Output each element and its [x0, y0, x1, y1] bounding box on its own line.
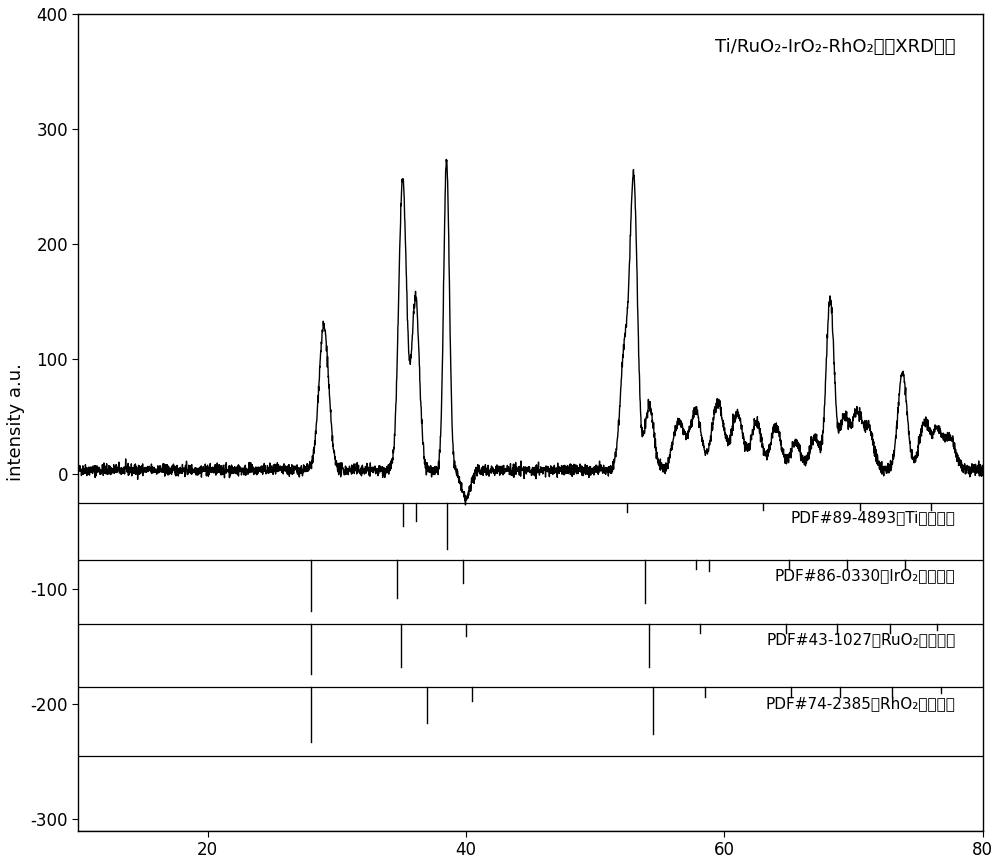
Y-axis label: intensity a.u.: intensity a.u.: [7, 364, 25, 481]
Text: PDF#86-0330，IrO₂标准卡片: PDF#86-0330，IrO₂标准卡片: [775, 569, 955, 584]
Text: PDF#43-1027，RuO₂标准卡片: PDF#43-1027，RuO₂标准卡片: [766, 632, 955, 647]
Text: PDF#89-4893，Ti标准卡片: PDF#89-4893，Ti标准卡片: [791, 510, 955, 525]
Text: Ti/RuO₂-IrO₂-RhO₂电极XRD图谱: Ti/RuO₂-IrO₂-RhO₂电极XRD图谱: [715, 38, 955, 56]
Text: PDF#74-2385，RhO₂标准卡片: PDF#74-2385，RhO₂标准卡片: [766, 696, 955, 712]
